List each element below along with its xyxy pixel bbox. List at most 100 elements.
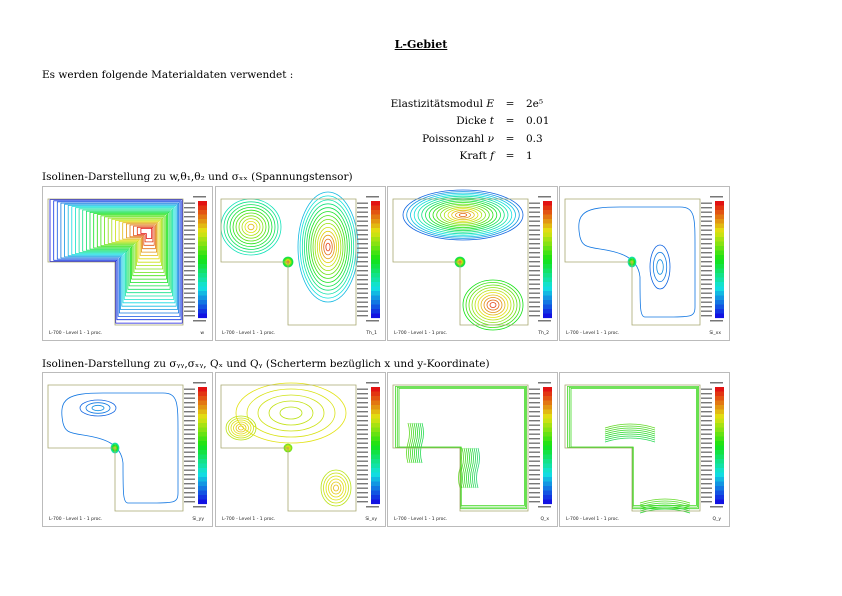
- colorbar-max-label: [193, 196, 206, 198]
- colorbar-swatch: [715, 387, 724, 392]
- colorbar-tick-label: [184, 402, 195, 404]
- colorbar-swatch: [371, 241, 380, 247]
- colorbar-swatch: [543, 273, 552, 278]
- colorbar-swatch: [371, 264, 380, 269]
- colorbar-tick-label: [357, 429, 368, 431]
- contour-line: [235, 423, 247, 433]
- contour-line: [61, 392, 179, 504]
- colorbar-swatch: [715, 309, 724, 314]
- colorbar-swatch: [371, 304, 380, 310]
- colorbar-tick-label: [184, 274, 195, 276]
- colorbar-swatch: [198, 268, 207, 274]
- colorbar-swatch: [198, 223, 207, 229]
- contour-line: [122, 222, 159, 256]
- colorbar-swatch: [198, 228, 207, 233]
- colorbar-swatch: [715, 273, 724, 278]
- colorbar-swatch: [198, 495, 207, 500]
- colorbar-swatch: [198, 418, 207, 424]
- contour-line: [316, 227, 340, 268]
- colorbar-tick-label: [701, 301, 712, 303]
- contour-lines: [49, 199, 183, 324]
- contour-line: [71, 206, 176, 304]
- colorbar-swatch: [543, 304, 552, 310]
- colorbar-swatch: [715, 304, 724, 310]
- contour-line: [416, 422, 420, 464]
- contour-line: [241, 218, 261, 236]
- contour-line: [301, 199, 355, 295]
- contour-lines: [220, 191, 359, 303]
- colorbar-swatch: [543, 205, 552, 211]
- colorbar-swatch: [543, 405, 552, 410]
- colorbar-swatch: [715, 499, 724, 505]
- colorbar-swatch: [543, 450, 552, 455]
- colorbar: [701, 196, 724, 322]
- plot-variable-label: Si_yy: [192, 517, 204, 522]
- colorbar-tick-label: [701, 478, 712, 480]
- colorbar-tick-label: [529, 229, 540, 231]
- colorbar-swatch: [715, 463, 724, 469]
- contour-line: [639, 498, 691, 504]
- colorbar-max-label: [538, 382, 551, 384]
- contour-line: [649, 244, 671, 290]
- colorbar-swatch: [543, 237, 552, 242]
- colorbar-swatch: [543, 214, 552, 220]
- colorbar-swatch: [198, 490, 207, 496]
- colorbar-tick-label: [701, 297, 712, 299]
- colorbar-swatch: [715, 255, 724, 260]
- colorbar-swatch: [198, 282, 207, 287]
- colorbar-tick-label: [357, 442, 368, 444]
- colorbar-swatch: [715, 282, 724, 287]
- colorbar-swatch: [543, 291, 552, 296]
- contour-line: [308, 211, 348, 283]
- contour-canvas: [392, 189, 552, 331]
- colorbar-tick-label: [529, 447, 540, 449]
- colorbar-tick-label: [701, 216, 712, 218]
- colorbar-tick-label: [357, 216, 368, 218]
- colorbar: [184, 382, 207, 508]
- colorbar-tick-label: [184, 279, 195, 281]
- colorbar-tick-label: [529, 265, 540, 267]
- colorbar-tick-label: [529, 301, 540, 303]
- colorbar-swatch: [198, 255, 207, 260]
- colorbar-swatch: [715, 228, 724, 233]
- contour-line: [567, 385, 699, 510]
- colorbar-tick-label: [529, 393, 540, 395]
- colorbar-swatch: [543, 210, 552, 215]
- colorbar-tick-label: [184, 424, 195, 426]
- colorbar-tick-label: [529, 202, 540, 204]
- title-text: L-Gebiet: [394, 38, 448, 51]
- contour-line: [321, 234, 335, 260]
- contour-line: [604, 433, 656, 439]
- colorbar-swatch: [198, 210, 207, 215]
- contour-line: [325, 242, 331, 252]
- colorbar-tick-label: [529, 397, 540, 399]
- colorbar-swatch: [371, 250, 380, 256]
- colorbar-tick-label: [357, 411, 368, 413]
- colorbar-swatch: [198, 387, 207, 392]
- contour-line: [440, 205, 486, 225]
- colorbar-tick-label: [701, 202, 712, 204]
- equals: =: [505, 97, 515, 110]
- colorbar-swatch: [715, 264, 724, 269]
- contour-line: [133, 225, 155, 246]
- colorbar-tick-label: [529, 415, 540, 417]
- colorbar-tick-label: [184, 256, 195, 258]
- colorbar-swatch: [371, 423, 380, 428]
- colorbar-swatch: [371, 300, 380, 305]
- colorbar-tick-label: [529, 297, 540, 299]
- colorbar-swatch: [543, 286, 552, 292]
- plot-variable-label: Th_1: [366, 331, 377, 336]
- colorbar-tick-label: [357, 397, 368, 399]
- contour-line: [412, 422, 416, 464]
- colorbar-swatch: [198, 300, 207, 305]
- contour-line: [474, 289, 512, 321]
- colorbar-tick-label: [701, 388, 712, 390]
- colorbar-swatch: [198, 259, 207, 265]
- colorbar-tick-label: [701, 492, 712, 494]
- colorbar-tick-label: [357, 283, 368, 285]
- colorbar-tick-label: [701, 411, 712, 413]
- colorbar-tick-label: [357, 393, 368, 395]
- colorbar-swatch: [543, 309, 552, 314]
- colorbar-tick-label: [184, 456, 195, 458]
- material-row: Elastizitätsmodul E = 2e⁵: [300, 95, 553, 113]
